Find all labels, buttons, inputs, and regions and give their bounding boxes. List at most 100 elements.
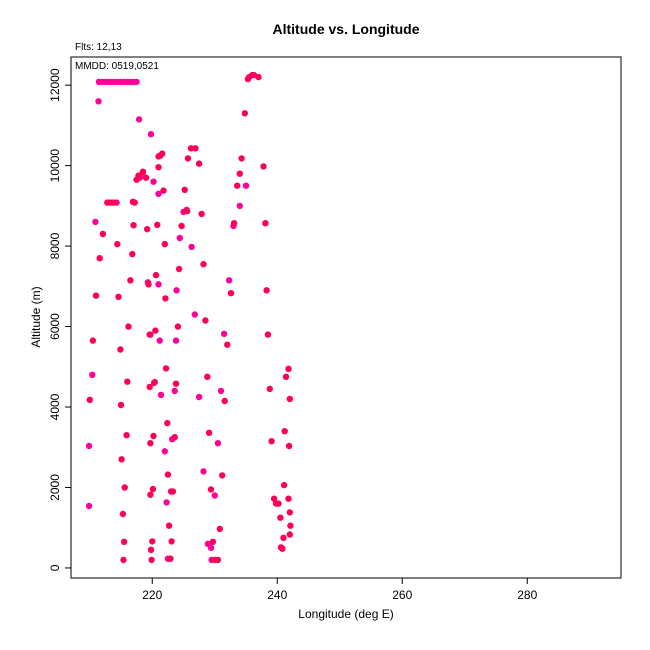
data-point	[266, 385, 273, 393]
data-point	[174, 323, 182, 330]
data-point	[117, 346, 124, 353]
data-point	[202, 317, 209, 324]
data-point	[280, 481, 288, 489]
data-point	[89, 371, 96, 378]
data-point	[281, 428, 288, 435]
x-axis-label: Longitude (deg E)	[298, 607, 393, 621]
data-point	[260, 163, 267, 170]
data-point	[147, 440, 154, 447]
data-point	[144, 226, 151, 233]
data-point	[145, 281, 152, 288]
data-point	[168, 538, 175, 545]
data-point	[114, 240, 121, 248]
x-tick-label: 280	[517, 588, 537, 602]
data-point	[164, 419, 171, 427]
data-point	[139, 169, 147, 176]
data-point	[270, 495, 278, 502]
data-point	[242, 182, 250, 189]
data-point	[198, 210, 205, 218]
data-point	[150, 178, 157, 185]
data-point	[230, 220, 238, 227]
data-point	[110, 199, 117, 206]
data-point	[277, 544, 285, 551]
data-point	[95, 98, 102, 105]
data-point	[195, 393, 203, 401]
data-point	[147, 131, 155, 138]
y-tick-label: 10000	[48, 149, 62, 183]
data-point	[89, 337, 97, 344]
data-point	[205, 429, 213, 436]
data-point	[175, 265, 183, 273]
flights-note: Flts: 12,13	[75, 42, 122, 53]
y-axis: 0 2000 4000 6000 8000 10000 12000	[48, 68, 72, 571]
data-point	[249, 71, 256, 79]
y-tick-label: 8000	[48, 232, 62, 259]
data-point	[96, 255, 103, 262]
data-point	[146, 383, 153, 391]
data-point	[147, 546, 155, 553]
data-point	[264, 331, 272, 338]
data-point	[188, 243, 195, 251]
data-point	[164, 471, 172, 478]
data-point	[152, 327, 159, 334]
data-point	[124, 378, 131, 385]
data-point	[214, 556, 222, 564]
data-point	[187, 145, 195, 152]
data-point	[207, 544, 215, 551]
data-point	[211, 492, 218, 499]
data-point	[129, 250, 136, 258]
data-point	[224, 341, 231, 348]
x-axis: 220 240 260 280	[142, 577, 538, 602]
y-tick-label: 4000	[48, 393, 62, 420]
data-point	[155, 164, 162, 171]
y-tick-label: 0	[48, 564, 62, 571]
data-point	[123, 432, 130, 439]
data-point	[238, 155, 245, 162]
date-note: MMDD: 0519,0521	[75, 61, 159, 72]
data-point	[172, 337, 180, 344]
data-point	[154, 221, 161, 228]
data-point	[171, 434, 178, 441]
data-point	[263, 287, 270, 294]
data-point	[127, 277, 134, 284]
data-point	[220, 330, 228, 337]
x-tick-label: 220	[142, 588, 162, 602]
data-point	[115, 293, 122, 300]
data-point	[152, 271, 160, 279]
data-point	[181, 186, 188, 193]
data-point	[241, 110, 248, 117]
data-point	[156, 337, 163, 344]
data-point	[135, 116, 143, 123]
data-point	[184, 207, 191, 215]
y-tick-label: 2000	[48, 474, 62, 501]
x-tick-label: 260	[392, 588, 412, 602]
data-point	[178, 222, 185, 230]
data-point	[160, 187, 167, 194]
data-point	[92, 292, 100, 299]
data-point	[216, 525, 223, 533]
data-point	[285, 442, 293, 450]
data-point	[147, 491, 154, 498]
y-tick-label: 6000	[48, 313, 62, 340]
data-point	[167, 555, 174, 562]
data-point	[155, 190, 162, 197]
data-point	[86, 396, 94, 403]
data-point	[162, 295, 169, 302]
data-point	[92, 218, 99, 226]
data-point	[161, 448, 168, 455]
data-point	[225, 277, 233, 284]
data-point	[95, 78, 103, 86]
data-point	[219, 472, 226, 479]
data-point	[221, 397, 228, 405]
data-point	[117, 401, 125, 409]
data-point	[255, 73, 262, 81]
data-point	[286, 509, 293, 516]
data-point	[184, 155, 192, 162]
data-point	[200, 261, 207, 268]
data-point	[191, 311, 198, 318]
data-point	[130, 222, 137, 229]
data-point	[282, 373, 290, 380]
data-point	[162, 365, 170, 372]
data-point	[142, 174, 150, 181]
data-point	[214, 440, 222, 447]
